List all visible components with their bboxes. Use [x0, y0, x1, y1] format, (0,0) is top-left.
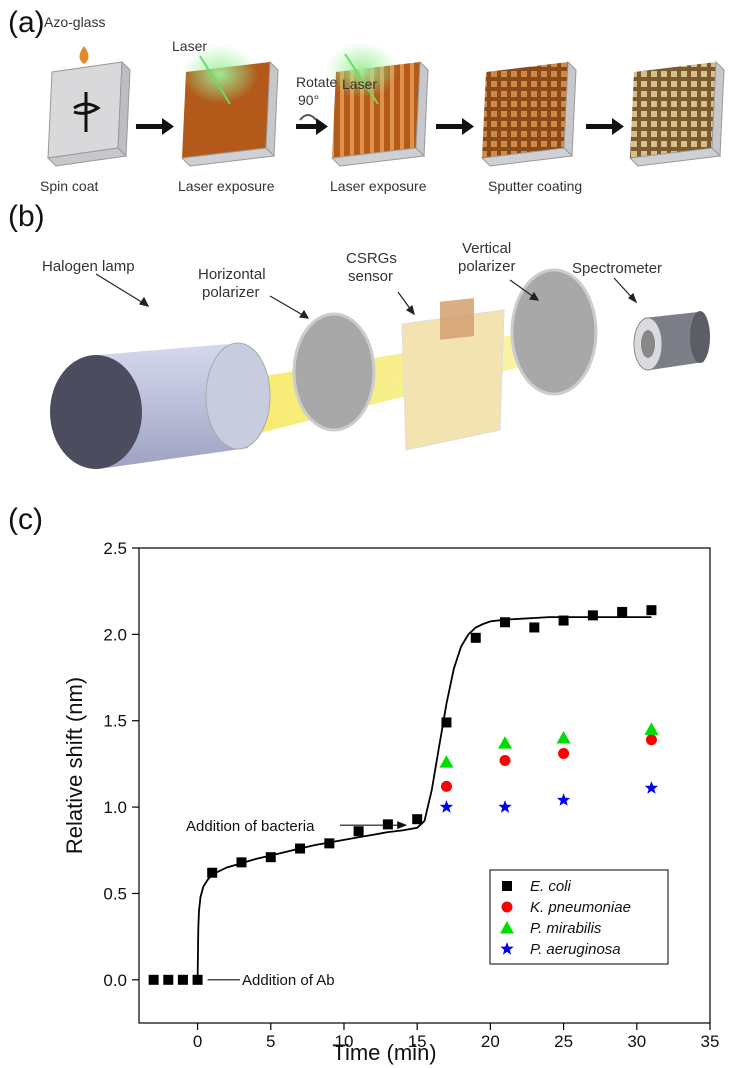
data-point [441, 717, 452, 728]
legend-label: P. aeruginosa [530, 941, 621, 958]
data-point [192, 974, 203, 985]
label-vertical-polarizer-line2: polarizer [458, 258, 516, 275]
legend-marker [500, 942, 514, 955]
data-point [646, 605, 657, 616]
annotation-ab: Addition of Ab [242, 972, 335, 989]
annotation-bacteria: Addition of bacteria [186, 818, 315, 835]
label-azo-glass: Azo-glass [44, 14, 106, 30]
x-tick-label: 15 [408, 1032, 427, 1051]
data-point [556, 793, 571, 806]
optical-setup-diagram [50, 268, 710, 469]
csrgs-sensor [401, 298, 505, 451]
coated-grating-slide [628, 60, 725, 167]
fabrication-schematic [46, 42, 725, 167]
data-point [617, 606, 628, 617]
y-tick-label: 1.5 [103, 712, 127, 731]
data-point [382, 819, 393, 830]
data-point [439, 755, 454, 768]
data-point [295, 843, 306, 854]
label-csrgs-line1: CSRGs [346, 250, 397, 267]
label-laser-exposure-1: Laser exposure [178, 178, 275, 194]
data-point [498, 736, 513, 749]
legend-label: E. coli [530, 878, 572, 895]
annotation-arrowhead [397, 821, 408, 830]
label-vertical-polarizer-line1: Vertical [462, 240, 512, 257]
data-point [500, 617, 511, 628]
data-point [558, 615, 569, 626]
panel-label-b: (b) [8, 200, 45, 233]
laser-glow-2 [326, 42, 398, 98]
x-tick-label: 25 [554, 1032, 573, 1051]
x-tick-label: 5 [266, 1032, 275, 1051]
spectrometer [633, 311, 710, 371]
label-laser-2: Laser [342, 76, 378, 92]
label-90-degrees: 90° [298, 92, 320, 108]
x-tick-label: 35 [701, 1032, 720, 1051]
data-point [353, 826, 364, 837]
legend-label: P. mirabilis [530, 920, 602, 937]
pointer-arrow-icon [95, 273, 638, 319]
y-tick-label: 0.5 [103, 884, 127, 903]
label-csrgs-line2: sensor [348, 268, 394, 285]
label-laser-exposure-2: Laser exposure [330, 178, 427, 194]
data-point [529, 622, 540, 633]
data-point [645, 734, 657, 746]
plot-frame [138, 547, 711, 1024]
x-tick-label: 30 [627, 1032, 646, 1051]
x-axis-label: Time (min) [332, 1040, 436, 1065]
horizontal-polarizer [292, 312, 376, 432]
laser-beam [199, 55, 231, 105]
glass-slide [46, 60, 131, 167]
label-halogen-lamp: Halogen lamp [42, 258, 135, 275]
y-tick-label: 1.0 [103, 798, 127, 817]
data-point [324, 838, 335, 849]
data-point [148, 974, 159, 985]
legend-label: K. pneumoniae [530, 899, 631, 916]
data-point [236, 857, 247, 868]
vertical-polarizer [510, 268, 598, 396]
label-sputter-coating: Sputter coating [488, 178, 583, 194]
data-point [499, 754, 511, 766]
legend-marker [501, 901, 513, 913]
data-point [644, 722, 659, 735]
data-point [177, 974, 188, 985]
rotate-arrow-icon [296, 114, 328, 135]
y-tick-label: 0.0 [103, 971, 127, 990]
x-tick-label: 0 [193, 1032, 202, 1051]
y-tick-label: 2.5 [103, 539, 127, 558]
data-point [587, 610, 598, 621]
cross-grating-slide [480, 60, 577, 167]
legend-marker [500, 921, 514, 934]
label-spin-coat: Spin coat [40, 178, 99, 194]
legend-marker [502, 881, 512, 891]
data-point [644, 781, 659, 794]
x-tick-label: 20 [481, 1032, 500, 1051]
data-point [439, 800, 454, 813]
panel-label-c: (c) [8, 503, 43, 536]
halogen-lamp [50, 342, 271, 469]
y-axis-label: Relative shift (nm) [62, 677, 87, 854]
label-horizontal-polarizer-line2: polarizer [202, 284, 260, 301]
data-point [265, 852, 276, 863]
data-point [558, 748, 570, 760]
data-point [163, 974, 174, 985]
data-point [440, 780, 452, 792]
data-point [498, 800, 512, 813]
spin-arrow-icon [73, 92, 101, 132]
legend-box [489, 869, 669, 965]
azo-droplet [79, 46, 89, 64]
label-spectrometer: Spectrometer [572, 260, 663, 277]
label-rotate: Rotate [296, 74, 338, 90]
label-laser: Laser [172, 38, 208, 54]
data-point [412, 814, 423, 825]
label-horizontal-polarizer-line1: Horizontal [198, 266, 266, 283]
process-arrow-icon [136, 118, 624, 135]
relative-shift-chart: 0 5 10 15 20 25 30 35 0.0 0.5 1.0 1.5 2.0 2.5 Time (mi… [62, 539, 720, 1065]
panel-label-a: (a) [8, 6, 45, 39]
y-tick-label: 2.0 [103, 625, 127, 644]
data-point [470, 632, 481, 643]
data-point [207, 867, 218, 878]
x-tick-label: 10 [335, 1032, 354, 1051]
data-point [556, 731, 571, 744]
